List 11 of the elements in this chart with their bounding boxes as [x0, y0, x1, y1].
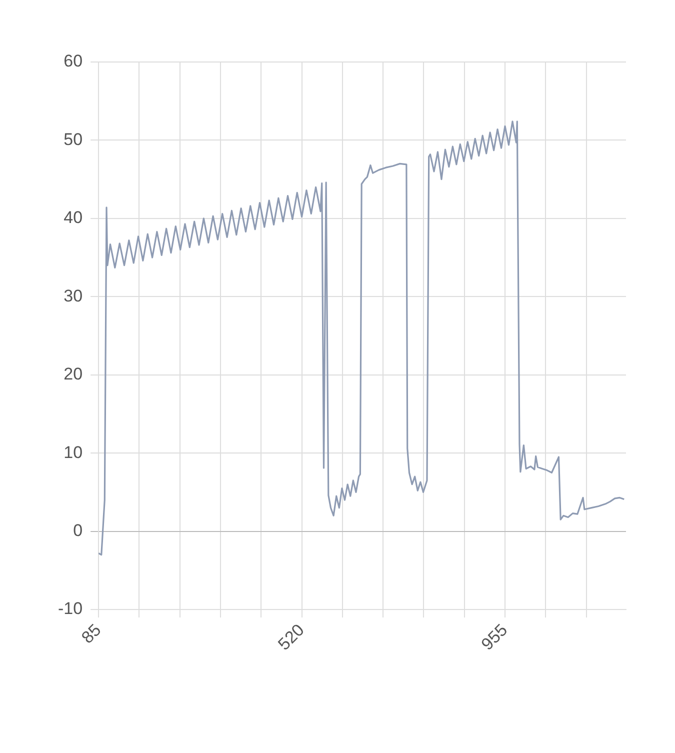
y-tick-label: 30	[64, 286, 83, 306]
x-tick-label: 85	[78, 620, 105, 648]
y-tick-label: 20	[64, 364, 83, 384]
x-tick-label: 520	[274, 620, 308, 654]
y-tick-label: 40	[64, 208, 83, 228]
y-tick-label: 50	[64, 130, 83, 149]
x-tick-label: 955	[478, 620, 512, 654]
y-tick-label: 0	[73, 520, 83, 540]
y-tick-label: 60	[64, 52, 83, 71]
y-tick-label: 10	[64, 442, 83, 462]
y-tick-label: -10	[58, 599, 83, 618]
